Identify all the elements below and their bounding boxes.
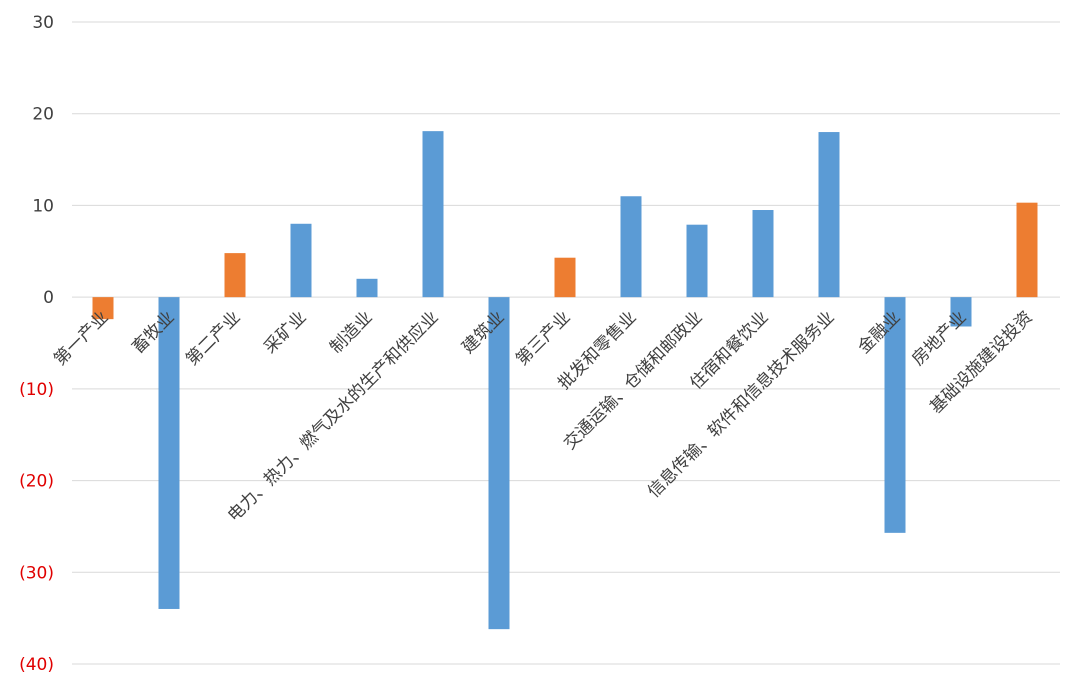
y-tick-label: 10 [32, 196, 54, 216]
y-tick-label: 30 [32, 13, 54, 33]
x-tick-label: 第二产业 [182, 308, 244, 370]
bar [1016, 202, 1038, 298]
bar [422, 131, 444, 298]
bar [224, 253, 246, 298]
bar [620, 196, 642, 298]
bar [752, 210, 774, 298]
y-tick-label: (40) [19, 655, 54, 675]
y-axis: 30 20 10 0 (10) (20) (30) (40) [19, 13, 54, 675]
y-tick-label: (30) [19, 563, 54, 583]
x-tick-label: 房地产业 [908, 308, 970, 370]
x-tick-label: 交通运输、仓储和邮政业 [560, 308, 706, 454]
bar [290, 223, 312, 298]
bar [818, 132, 840, 298]
bar [554, 257, 576, 298]
y-tick-label: 20 [32, 105, 54, 125]
bar [884, 297, 906, 533]
y-tick-label: (10) [19, 380, 54, 400]
bar [950, 297, 972, 327]
bar [158, 297, 180, 609]
bar [686, 224, 708, 298]
x-tick-label: 采矿业 [260, 308, 310, 358]
bar [356, 278, 378, 298]
x-tick-label: 第三产业 [512, 308, 574, 370]
bar [92, 297, 114, 320]
bar [488, 297, 510, 630]
x-tick-label: 制造业 [326, 308, 376, 358]
bar-layer [92, 131, 1038, 630]
y-tick-label: (20) [19, 472, 54, 492]
x-tick-label: 第一产业 [50, 308, 112, 370]
y-tick-label: 0 [43, 288, 54, 308]
